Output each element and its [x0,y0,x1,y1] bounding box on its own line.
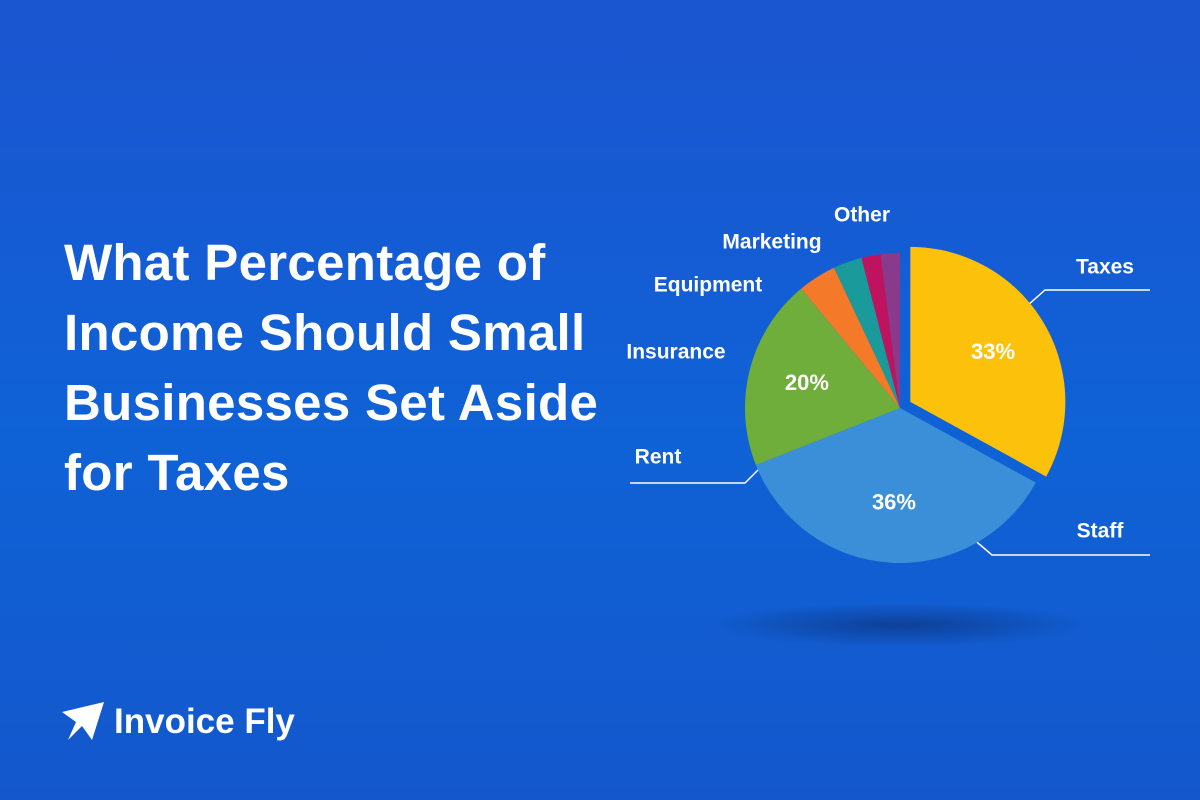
pie-slice [861,254,900,408]
pie-slice [834,257,900,408]
slice-label: Marketing [722,231,821,254]
pie-slice [755,408,1036,563]
pie-slice [880,253,900,408]
pie-slice [910,246,1066,477]
pie-shadow [710,603,1090,647]
logo-icon [62,702,104,740]
slice-label: Other [834,204,890,227]
value-label: 20% [785,370,829,395]
pie-slice [801,267,900,408]
slice-label: Equipment [654,274,763,297]
slice-label: Insurance [626,341,725,364]
value-label: 33% [971,339,1015,364]
pie-slice [744,288,900,466]
leader-line [630,465,763,484]
slice-label: Taxes [1076,256,1134,279]
chart-title: What Percentage of Income Should Small B… [64,234,599,501]
slice-label: Rent [635,446,682,469]
slice-label: Staff [1077,520,1125,543]
brand-name: Invoice Fly [114,702,295,741]
value-label: 36% [872,490,916,515]
